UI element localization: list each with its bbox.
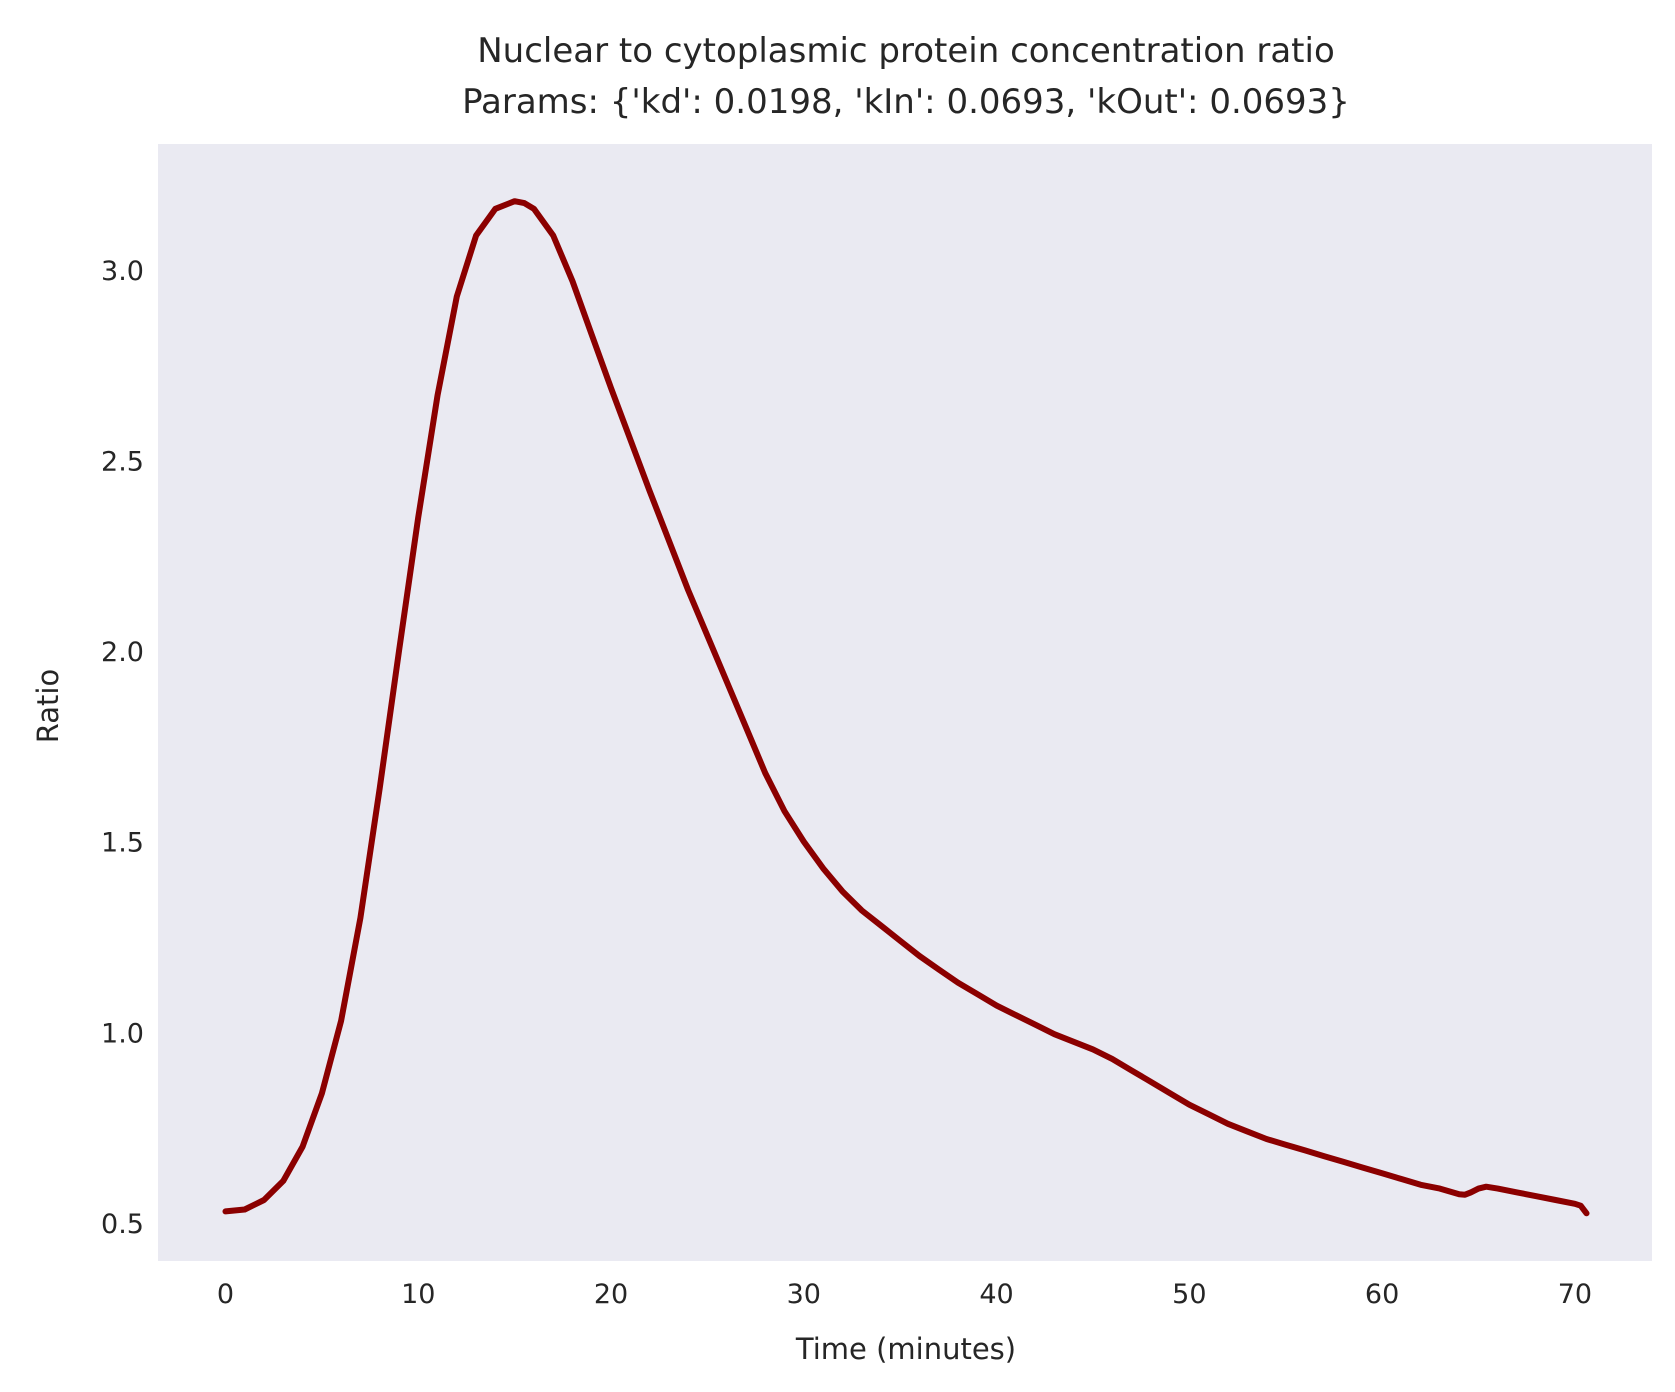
- y-tick-label: 3.0: [101, 256, 144, 287]
- x-tick-label: 60: [1365, 1279, 1399, 1310]
- y-tick-label: 2.0: [101, 637, 144, 668]
- x-tick-label: 30: [787, 1279, 821, 1310]
- x-axis-ticks: 0 10 20 30 40 50 60 70: [217, 1279, 1592, 1310]
- y-tick-label: 0.5: [101, 1209, 144, 1240]
- y-axis-label: Ratio: [31, 669, 65, 743]
- y-tick-label: 1.0: [101, 1018, 144, 1049]
- plot-area: [158, 144, 1652, 1261]
- series-line: [222, 198, 1590, 1217]
- chart-title: Nuclear to cytoplasmic protein concentra…: [477, 31, 1335, 71]
- x-tick-label: 50: [1172, 1279, 1206, 1310]
- x-tick-label: 40: [979, 1279, 1013, 1310]
- y-tick-label: 2.5: [101, 446, 144, 477]
- y-tick-label: 1.5: [101, 828, 144, 859]
- x-tick-label: 0: [217, 1279, 234, 1310]
- x-axis-label: Time (minutes): [795, 1332, 1016, 1366]
- x-tick-label: 20: [594, 1279, 628, 1310]
- x-tick-label: 10: [401, 1279, 435, 1310]
- x-tick-label: 70: [1558, 1279, 1592, 1310]
- y-axis-ticks: 0.5 1.0 1.5 2.0 2.5 3.0: [101, 256, 144, 1240]
- chart-subtitle: Params: {'kd': 0.0198, 'kIn': 0.0693, 'k…: [462, 82, 1350, 122]
- series-layer: [222, 198, 1590, 1217]
